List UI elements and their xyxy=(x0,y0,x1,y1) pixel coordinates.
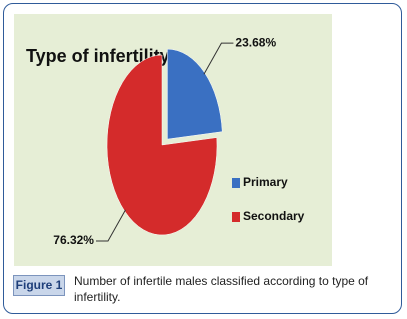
pie-slice xyxy=(167,48,223,140)
figure-caption: Number of infertile males classified acc… xyxy=(74,274,369,304)
legend-label: Primary xyxy=(243,175,288,189)
legend-swatch xyxy=(232,178,240,188)
legend-swatch xyxy=(232,212,240,222)
leader-line xyxy=(95,209,126,242)
figure-frame xyxy=(3,3,402,314)
legend-label: Secondary xyxy=(243,209,305,223)
leader-line xyxy=(203,42,234,75)
data-label: 23.68% xyxy=(235,35,276,49)
data-label: 76.32% xyxy=(53,233,94,247)
figure-label: Figure 1 xyxy=(13,275,65,296)
chart-title: Type of infertility xyxy=(26,46,170,66)
